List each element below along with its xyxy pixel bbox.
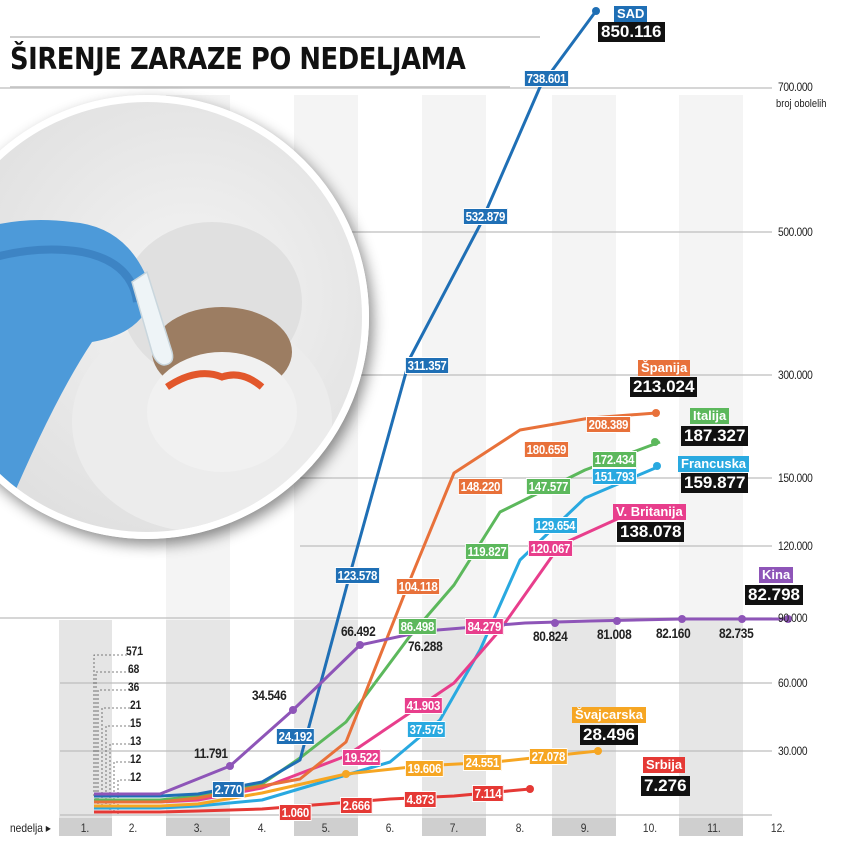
play-arrow-icon: ▸ xyxy=(45,821,51,835)
italija-point-label: 119.827 xyxy=(465,543,510,560)
kina-point-label: 80.824 xyxy=(533,628,568,644)
italija-name: Italija xyxy=(690,408,730,424)
week1-value: 15 xyxy=(130,716,142,730)
week-9: 9. xyxy=(580,821,590,835)
photo-illustration xyxy=(0,220,332,532)
spanija-point-label: 104.118 xyxy=(396,578,441,595)
line-spanija xyxy=(94,411,657,804)
week-5: 5. xyxy=(321,821,331,835)
sad-total: 850.116 xyxy=(598,22,665,42)
y-tick-700000: 700.000 xyxy=(778,80,813,94)
sad-name: SAD xyxy=(614,6,648,22)
kina-point-label: 66.492 xyxy=(341,623,376,639)
srbija-point-label: 7.114 xyxy=(472,785,504,802)
kina-point-label: 81.008 xyxy=(597,626,632,642)
kina-name: Kina xyxy=(759,567,794,583)
kina-point-label: 11.791 xyxy=(194,745,228,761)
srbija-point-label: 4.873 xyxy=(404,791,437,808)
y-tick-300000: 300.000 xyxy=(778,368,813,382)
francuska-point-label: 129.654 xyxy=(533,517,578,534)
svajcarska-total: 28.496 xyxy=(580,725,638,745)
week-8: 8. xyxy=(515,821,525,835)
week1-value: 12 xyxy=(130,770,142,784)
spanija-point-label: 148.220 xyxy=(458,478,503,495)
y-tick-30000: 30.000 xyxy=(778,744,808,758)
week1-value: 571 xyxy=(126,644,144,658)
spanija-point-label: 208.389 xyxy=(586,416,631,433)
svajcarska-point-label: 19.606 xyxy=(405,760,444,777)
svajcarska-name: Švajcarska xyxy=(572,707,646,723)
line-francuska xyxy=(94,464,661,810)
kina-point-label: 34.546 xyxy=(252,687,287,703)
y-tick-90000: 90.000 xyxy=(778,611,808,625)
chart-title: ŠIRENJE ZARAZE PO NEDELJAMA xyxy=(10,42,466,77)
italija-point-label: 147.577 xyxy=(526,478,571,495)
vbritanija-total: 138.078 xyxy=(617,522,685,542)
y-tick-500000: 500.000 xyxy=(778,225,813,239)
week-1: 1. xyxy=(80,821,90,835)
sad-point-label: 311.357 xyxy=(405,357,450,374)
y-tick-60000: 60.000 xyxy=(778,676,808,690)
week-3: 3. xyxy=(193,821,203,835)
francuska-point-label: 37.575 xyxy=(407,721,446,738)
francuska-total: 159.877 xyxy=(681,473,749,493)
italija-total: 187.327 xyxy=(681,426,749,446)
spanija-point-label: 180.659 xyxy=(524,441,569,458)
title-top-rule xyxy=(10,36,540,38)
week-2: 2. xyxy=(128,821,138,835)
week-7: 7. xyxy=(449,821,459,835)
spanija-total: 213.024 xyxy=(630,377,698,397)
week-6: 6. xyxy=(385,821,395,835)
italija-point-label: 86.498 xyxy=(398,618,437,635)
week1-value: 12 xyxy=(130,752,142,766)
y-tick-150000: 150.000 xyxy=(778,471,813,485)
x-axis-label: nedelja ▸ xyxy=(10,821,51,835)
sad-point-label: 738.601 xyxy=(524,70,569,87)
vbritanija-point-label: 84.279 xyxy=(465,618,504,635)
srbija-total: 7.276 xyxy=(641,776,690,796)
line-italija xyxy=(94,440,661,802)
week1-value: 13 xyxy=(130,734,142,748)
sad-point-label: 532.879 xyxy=(463,208,508,225)
line-sad xyxy=(94,10,598,798)
title-bottom-rule xyxy=(10,86,510,88)
francuska-point-label: 151.793 xyxy=(592,468,637,485)
sad-point-label: 24.192 xyxy=(276,728,315,745)
y-tick-120000: 120.000 xyxy=(778,539,813,553)
vbritanija-point-label: 120.067 xyxy=(528,540,573,557)
svajcarska-point-label: 24.551 xyxy=(463,754,502,771)
week-11: 11. xyxy=(707,821,721,835)
kina-point-label: 82.735 xyxy=(719,625,754,641)
week-axis-bar xyxy=(59,818,743,836)
italija-point-label: 172.434 xyxy=(592,451,637,468)
sad-point-label: 2.770 xyxy=(212,781,245,798)
week1-value: 36 xyxy=(128,680,140,694)
srbija-name: Srbija xyxy=(643,757,686,773)
francuska-name: Francuska xyxy=(678,456,750,472)
week1-value: 21 xyxy=(130,698,142,712)
kina-point-label: 82.160 xyxy=(656,625,691,641)
week-10: 10. xyxy=(642,821,658,835)
vbritanija-name: V. Britanija xyxy=(613,504,686,520)
sad-point-label: 123.578 xyxy=(335,567,380,584)
x-axis-label-text: nedelja xyxy=(10,821,43,835)
kina-point-label: 76.288 xyxy=(408,638,443,654)
week-12: 12. xyxy=(770,821,786,835)
kina-total: 82.798 xyxy=(745,585,803,605)
srbija-point-label: 2.666 xyxy=(340,797,373,814)
week1-value: 68 xyxy=(128,662,140,676)
scientist-photo xyxy=(0,95,369,539)
srbija-point-label: 1.060 xyxy=(279,804,312,821)
y-axis-unit: broj obolelih xyxy=(776,98,827,110)
svajcarska-point-label: 27.078 xyxy=(529,748,568,765)
vbritanija-point-label: 19.522 xyxy=(342,749,381,766)
spanija-name: Španija xyxy=(638,360,691,376)
week-4: 4. xyxy=(257,821,267,835)
vbritanija-point-label: 41.903 xyxy=(404,697,443,714)
